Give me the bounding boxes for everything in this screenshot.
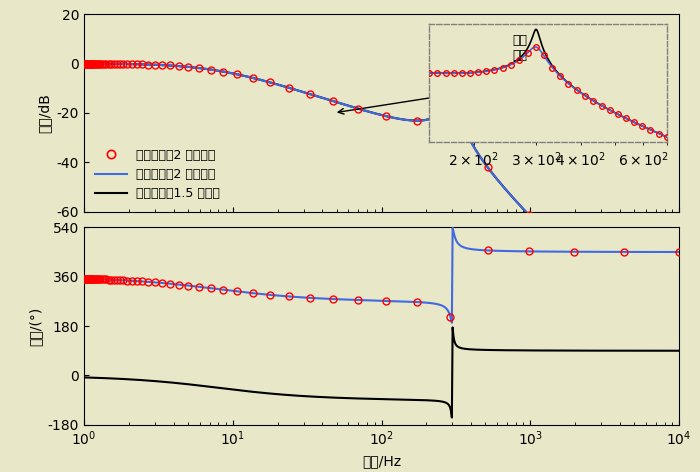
X-axis label: 频率/Hz: 频率/Hz (362, 454, 401, 468)
Y-axis label: 幅值/dB: 幅值/dB (37, 93, 51, 133)
Y-axis label: 相位/(°): 相位/(°) (28, 306, 42, 346)
Legend: 扫频结果：2 倍长度；, 理论结果：2 倍长度；, 理论结果：1.5 倍长度: 扫频结果：2 倍长度；, 理论结果：2 倍长度；, 理论结果：1.5 倍长度 (90, 144, 225, 205)
